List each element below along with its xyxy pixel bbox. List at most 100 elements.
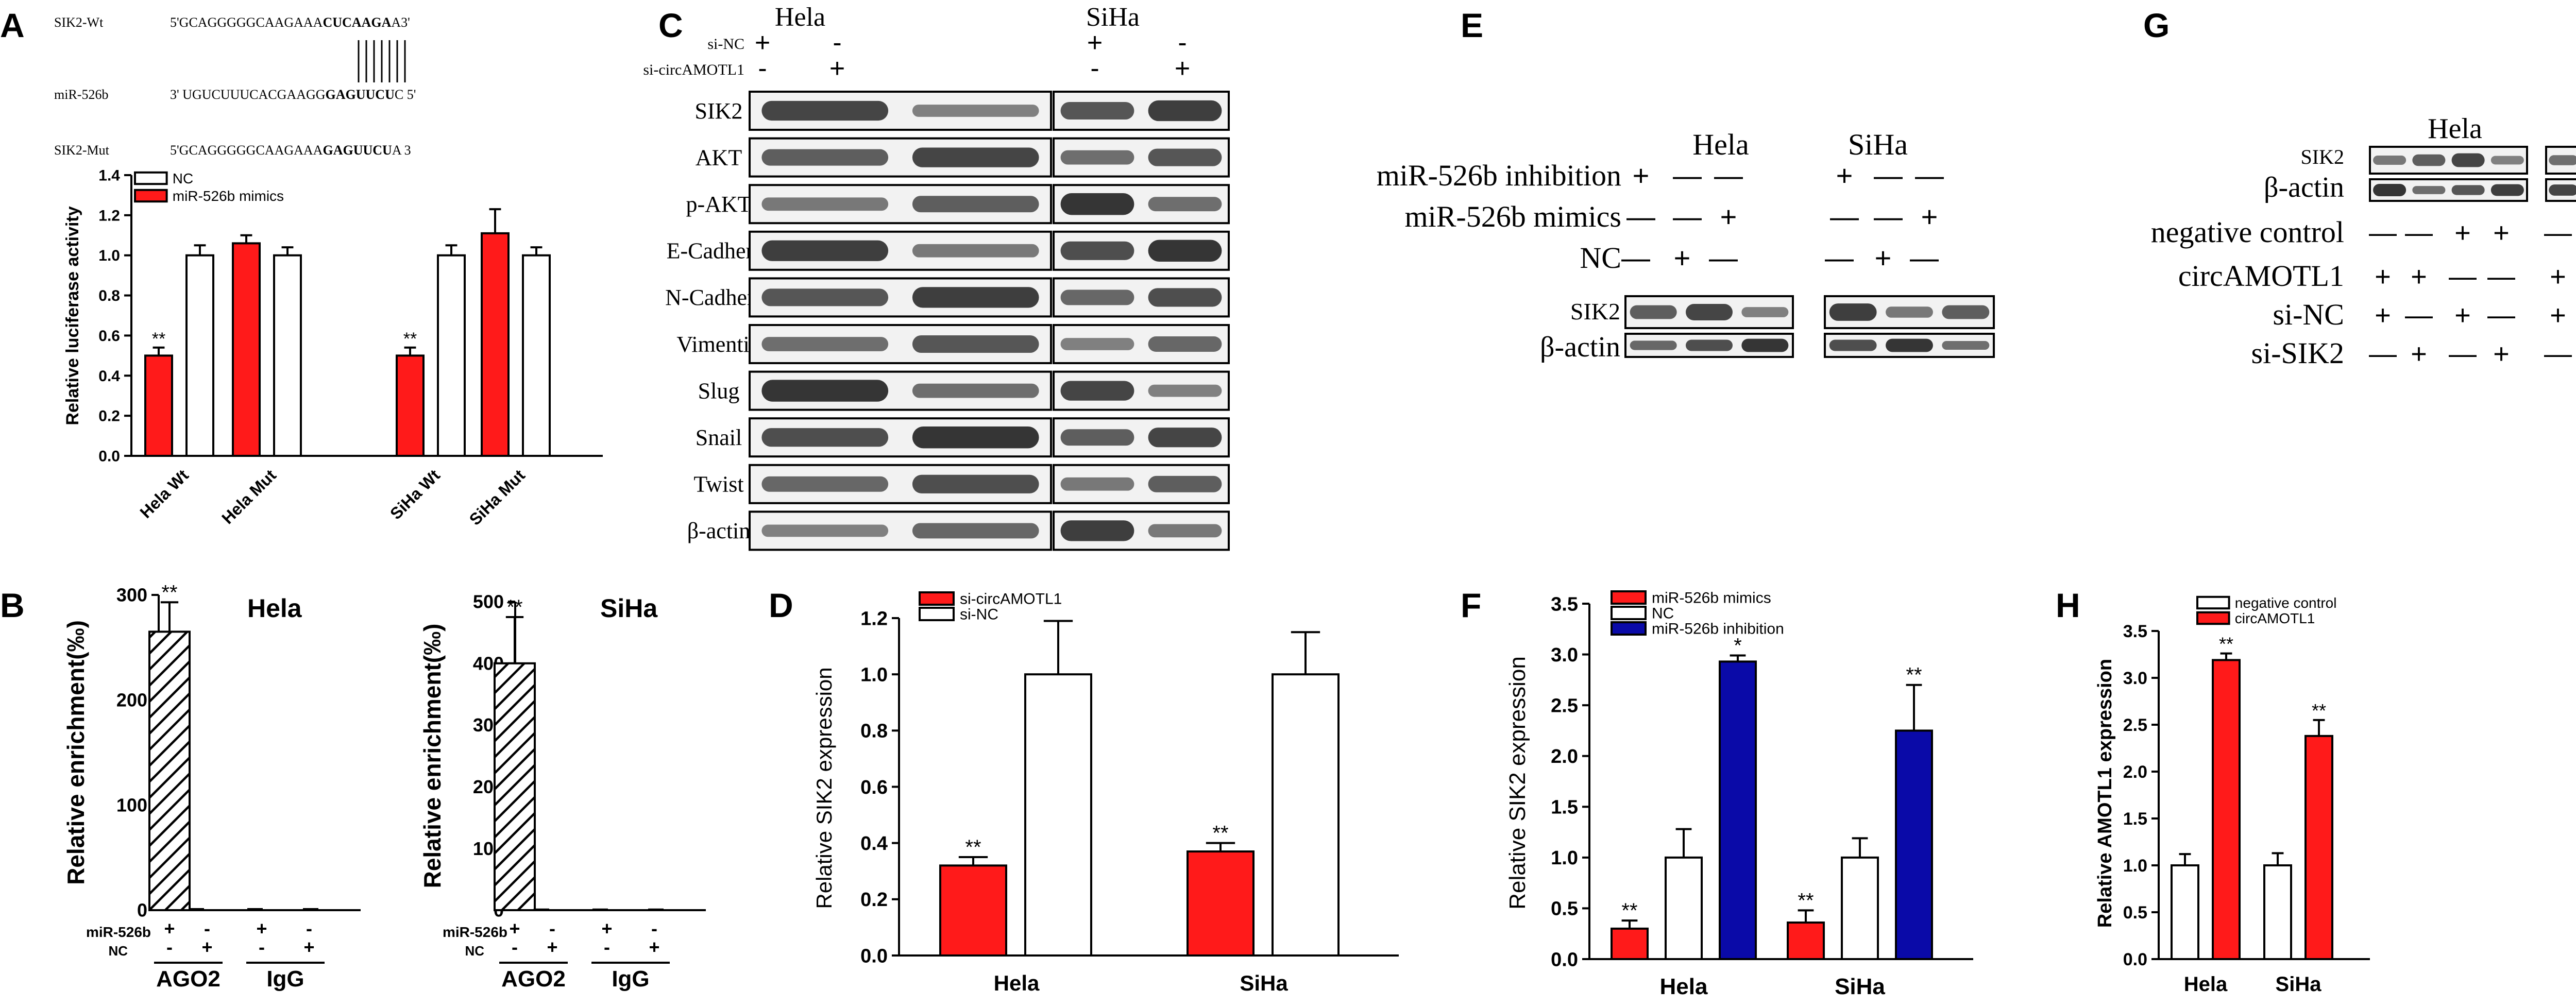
mark: — [1673, 159, 1702, 192]
chart-a: 0.0 0.2 0.4 0.6 0.8 1.0 1.2 1.4 Relative lucifer… [63, 167, 603, 529]
y-tick-label: 2.0 [1551, 746, 1578, 767]
blot-band [1148, 100, 1222, 122]
bar [189, 908, 204, 911]
chart-d: 0.0 0.2 0.4 0.6 0.8 1.0 1.2 Relative SIK2 expre… [812, 591, 1399, 995]
blot-band [761, 476, 889, 492]
blot-band [761, 380, 889, 402]
mark: + [755, 28, 770, 58]
legend-entry: si-NC [960, 606, 998, 623]
significance-mark: ** [2219, 634, 2233, 655]
mark: - [758, 54, 767, 83]
blot-band [1942, 305, 1990, 319]
row-label: miR-526b mimics [1405, 200, 1622, 233]
blot-band [1060, 338, 1134, 350]
significance-mark: ** [1621, 899, 1637, 922]
mark: + [649, 936, 659, 958]
mark: — [2487, 300, 2515, 331]
blot-band [912, 426, 1039, 449]
mark: + [1836, 159, 1853, 192]
y-tick-label: 1.5 [2123, 809, 2147, 829]
bar [2304, 735, 2333, 960]
blot-band [2549, 155, 2576, 165]
panel-letters: A B C D E F G H [0, 6, 2170, 624]
western-blot-e: Hela SiHa miR-526b inhibition miR-526b mimi… [1377, 128, 1995, 363]
blot-band [1148, 336, 1222, 352]
y-tick-label: 1.2 [98, 207, 120, 224]
blot-band [1886, 338, 1933, 352]
blot-label: Twist [693, 472, 743, 497]
x-tick-label: Hela Mut [218, 466, 280, 527]
blot-band [1060, 477, 1134, 491]
blot-band [1741, 307, 1789, 317]
mark: - [512, 936, 518, 958]
blot-band [1886, 306, 1933, 318]
group-label: AGO2 [501, 966, 566, 992]
sequence-plain: 5'GCAGGGGGCAAGAAA [170, 143, 323, 158]
mark: — [2544, 338, 2572, 369]
panel-letter-a: A [0, 6, 25, 44]
y-tick-label: 0.0 [860, 945, 888, 967]
blot-band [912, 105, 1039, 117]
bar [939, 864, 1007, 957]
blot-band [912, 523, 1039, 539]
row-label: NC [1580, 241, 1621, 275]
mark: — [1714, 159, 1743, 192]
significance-mark: ** [1212, 822, 1228, 845]
sequence-text: 5'GCAGGGGGCAAGAAACUCAAGAA3' [170, 15, 410, 30]
sequence-plain: A3' [391, 15, 410, 30]
y-tick-label: 3.0 [2123, 669, 2147, 688]
chart-h: 0.0 0.5 1.0 1.5 2.0 2.5 3.0 3.5 Relative AMOTL1 … [2094, 595, 2370, 996]
significance-mark: ** [506, 596, 522, 619]
mark: + [2493, 217, 2510, 248]
mark: — [2544, 217, 2572, 248]
blot-band [761, 149, 889, 166]
y-tick-label: 0.5 [1551, 898, 1578, 920]
blot-band [2451, 153, 2485, 167]
legend-entry: miR-526b mimics [173, 188, 284, 204]
blot-band [912, 244, 1039, 258]
legend-entry: NC [173, 170, 193, 186]
y-tick-label: 0.4 [860, 833, 888, 855]
blot-band [1148, 197, 1222, 212]
significance-mark: ** [965, 836, 981, 859]
mark: + [829, 54, 845, 83]
panel-letter-g: G [2143, 6, 2170, 44]
blot-band [1741, 338, 1789, 352]
y-tick-label: 300 [116, 585, 147, 606]
significance-mark: ** [1906, 664, 1922, 687]
mark: — [2369, 217, 2397, 248]
bar [1841, 856, 1879, 961]
blot-band [1148, 148, 1222, 166]
significance-mark: ** [152, 329, 165, 349]
x-tick-label: SiHa [1835, 974, 1885, 999]
blot-band [912, 147, 1039, 167]
mark: — [1673, 200, 1702, 233]
y-axis-title: Relative enrichment(‰) [419, 624, 446, 889]
blot-label: Snail [696, 425, 742, 450]
blot-band [1060, 381, 1134, 401]
blot-band [761, 288, 889, 306]
mark: — [1830, 200, 1859, 233]
sequence-label: SIK2-Wt [54, 15, 104, 30]
blot-label: Slug [698, 378, 740, 403]
blot-band [2490, 184, 2524, 196]
mark: - [204, 918, 210, 939]
mark: - [549, 918, 555, 939]
bar [494, 662, 536, 912]
bar [185, 254, 214, 457]
blot-band [1060, 520, 1134, 541]
mark: — [1825, 242, 1854, 274]
group-label: AGO2 [156, 966, 221, 992]
blot-band [1060, 101, 1134, 120]
mark: + [2375, 300, 2391, 331]
legend-swatch [919, 591, 955, 606]
y-tick-label: 0.0 [2123, 950, 2147, 969]
y-tick-label: 0.8 [98, 287, 120, 304]
y-tick-label: 1.5 [1551, 797, 1578, 818]
blot-band [912, 383, 1039, 398]
blot-band [2490, 156, 2524, 165]
cell-line-label: Hela [1692, 128, 1749, 161]
blot-band [1148, 475, 1222, 492]
